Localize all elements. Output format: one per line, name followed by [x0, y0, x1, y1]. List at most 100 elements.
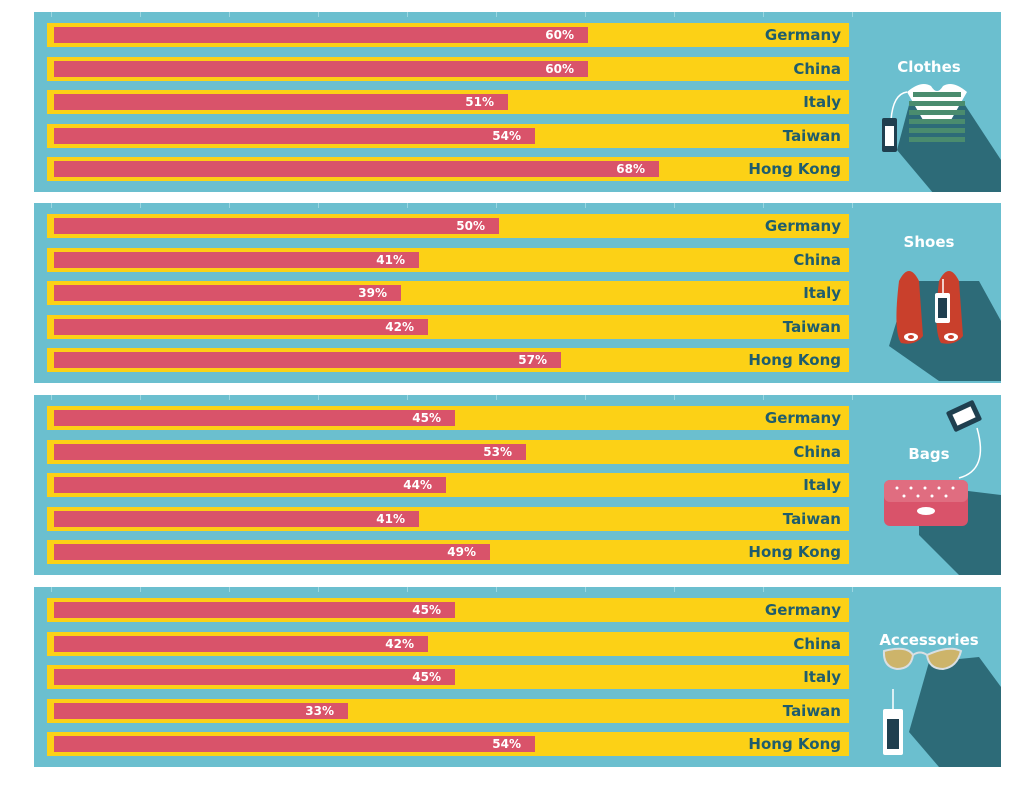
data-label: 41% — [376, 512, 405, 526]
bar-china: 53% — [54, 444, 526, 460]
category-label: Germany — [764, 26, 841, 44]
axis-tick — [496, 203, 497, 208]
bar-taiwan: 42% — [54, 319, 428, 335]
axis-tick — [763, 395, 764, 400]
bar-hong-kong: 54% — [54, 736, 535, 752]
bar-track: 54% Taiwan — [47, 124, 849, 148]
chart-panel-clothes: 60% Germany 60% China 51% Italy 54% Taiwan 68% Ho… — [34, 12, 1001, 192]
bar-track: 39% Italy — [47, 281, 849, 305]
axis-tick — [229, 12, 230, 17]
axis-tick — [496, 587, 497, 592]
axis-tick — [407, 395, 408, 400]
bar-track: 41% China — [47, 248, 849, 272]
category-label: Italy — [803, 668, 841, 686]
bar-italy: 39% — [54, 285, 401, 301]
axis-tick — [763, 587, 764, 592]
axis-tick — [140, 395, 141, 400]
category-label: Italy — [803, 476, 841, 494]
axis-ticks — [34, 587, 1001, 593]
data-label: 42% — [385, 637, 414, 651]
axis-tick — [852, 203, 853, 208]
bar-track: 45% Germany — [47, 406, 849, 430]
axis-tick — [51, 587, 52, 592]
bar-taiwan: 41% — [54, 511, 419, 527]
data-label: 45% — [412, 411, 441, 425]
bar-germany: 60% — [54, 27, 588, 43]
category-label: China — [793, 443, 841, 461]
bar-track: 68% Hong Kong — [47, 157, 849, 181]
axis-tick — [674, 395, 675, 400]
chart-title: Shoes — [903, 233, 955, 251]
bar-track: 42% China — [47, 632, 849, 656]
bar-track: 42% Taiwan — [47, 315, 849, 339]
bar-track: 60% Germany — [47, 23, 849, 47]
axis-tick — [229, 587, 230, 592]
axis-tick — [229, 203, 230, 208]
category-label: Taiwan — [782, 510, 841, 528]
data-label: 45% — [412, 670, 441, 684]
data-label: 50% — [456, 219, 485, 233]
axis-tick — [407, 203, 408, 208]
axis-tick — [585, 395, 586, 400]
axis-tick — [763, 12, 764, 17]
chart-title: Bags — [908, 445, 950, 463]
category-label: Italy — [803, 284, 841, 302]
axis-tick — [140, 587, 141, 592]
category-label: Germany — [764, 217, 841, 235]
bar-track: 53% China — [47, 440, 849, 464]
category-label: Italy — [803, 93, 841, 111]
axis-tick — [407, 587, 408, 592]
axis-tick — [763, 203, 764, 208]
category-label: Hong Kong — [748, 735, 841, 753]
data-label: 54% — [492, 737, 521, 751]
axis-tick — [318, 203, 319, 208]
chart-title: Accessories — [879, 631, 979, 649]
bar-track: 57% Hong Kong — [47, 348, 849, 372]
category-label: Germany — [764, 601, 841, 619]
axis-tick — [51, 12, 52, 17]
bar-taiwan: 54% — [54, 128, 535, 144]
bar-track: 50% Germany — [47, 214, 849, 238]
axis-tick — [674, 12, 675, 17]
chart-panel-accessories: 45% Germany 42% China 45% Italy 33% Taiwan 54% Ho… — [34, 587, 1001, 767]
bar-track: 44% Italy — [47, 473, 849, 497]
bar-hong-kong: 49% — [54, 544, 490, 560]
axis-tick — [674, 587, 675, 592]
axis-tick — [229, 395, 230, 400]
sunglasses-icon — [879, 637, 1001, 767]
axis-tick — [674, 203, 675, 208]
category-label: Germany — [764, 409, 841, 427]
chart-title: Clothes — [897, 58, 961, 76]
bar-track: 51% Italy — [47, 90, 849, 114]
bar-track: 41% Taiwan — [47, 507, 849, 531]
bar-track: 60% China — [47, 57, 849, 81]
data-label: 53% — [483, 445, 512, 459]
axis-ticks — [34, 203, 1001, 209]
bar-hong-kong: 68% — [54, 161, 659, 177]
bar-hong-kong: 57% — [54, 352, 561, 368]
axis-tick — [852, 587, 853, 592]
chart-panel-shoes: 50% Germany 41% China 39% Italy 42% Taiwan 57% Ho… — [34, 203, 1001, 383]
bar-germany: 45% — [54, 602, 455, 618]
data-label: 51% — [465, 95, 494, 109]
data-label: 49% — [447, 545, 476, 559]
bar-track: 45% Germany — [47, 598, 849, 622]
category-label: China — [793, 635, 841, 653]
bar-china: 41% — [54, 252, 419, 268]
axis-tick — [51, 203, 52, 208]
bar-china: 42% — [54, 636, 428, 652]
bar-track: 33% Taiwan — [47, 699, 849, 723]
bar-italy: 44% — [54, 477, 446, 493]
category-label: China — [793, 60, 841, 78]
data-label: 57% — [518, 353, 547, 367]
data-label: 42% — [385, 320, 414, 334]
data-label: 45% — [412, 603, 441, 617]
axis-tick — [51, 395, 52, 400]
data-label: 44% — [403, 478, 432, 492]
data-label: 54% — [492, 129, 521, 143]
bar-track: 54% Hong Kong — [47, 732, 849, 756]
category-label: Taiwan — [782, 127, 841, 145]
bar-track: 49% Hong Kong — [47, 540, 849, 564]
axis-tick — [852, 395, 853, 400]
category-label: China — [793, 251, 841, 269]
